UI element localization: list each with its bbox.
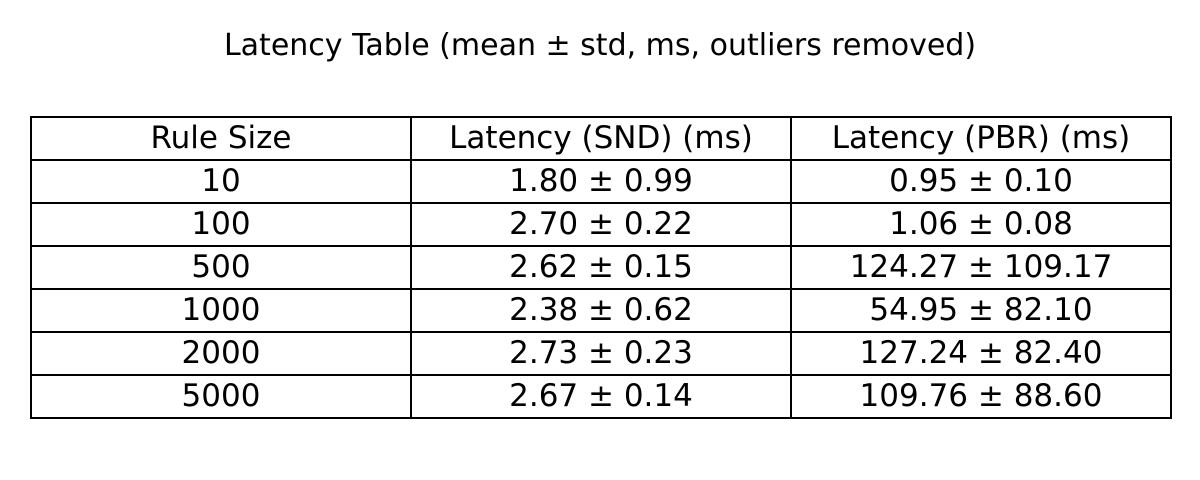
cell-latency-snd: 2.67 ± 0.14	[410, 374, 792, 419]
cell-latency-pbr: 0.95 ± 0.10	[790, 159, 1172, 204]
latency-table: Rule Size Latency (SND) (ms) Latency (PB…	[30, 116, 1172, 419]
cell-rule-size: 100	[30, 202, 412, 247]
cell-rule-size: 500	[30, 245, 412, 290]
cell-latency-snd: 2.73 ± 0.23	[410, 331, 792, 376]
table-row: 10 1.80 ± 0.99 0.95 ± 0.10	[30, 159, 1172, 204]
table-title: Latency Table (mean ± std, ms, outliers …	[223, 28, 977, 63]
cell-latency-pbr: 109.76 ± 88.60	[790, 374, 1172, 419]
column-header-latency-pbr: Latency (PBR) (ms)	[790, 116, 1172, 161]
cell-latency-pbr: 54.95 ± 82.10	[790, 288, 1172, 333]
cell-latency-snd: 2.70 ± 0.22	[410, 202, 792, 247]
column-header-latency-snd: Latency (SND) (ms)	[410, 116, 792, 161]
cell-rule-size: 2000	[30, 331, 412, 376]
table-row: 500 2.62 ± 0.15 124.27 ± 109.17	[30, 245, 1172, 290]
table-row: 2000 2.73 ± 0.23 127.24 ± 82.40	[30, 331, 1172, 376]
table-row: 100 2.70 ± 0.22 1.06 ± 0.08	[30, 202, 1172, 247]
cell-latency-pbr: 124.27 ± 109.17	[790, 245, 1172, 290]
table-row: 5000 2.67 ± 0.14 109.76 ± 88.60	[30, 374, 1172, 419]
table-row: 1000 2.38 ± 0.62 54.95 ± 82.10	[30, 288, 1172, 333]
header-row: Rule Size Latency (SND) (ms) Latency (PB…	[30, 116, 1172, 161]
cell-latency-snd: 2.38 ± 0.62	[410, 288, 792, 333]
cell-latency-pbr: 127.24 ± 82.40	[790, 331, 1172, 376]
cell-rule-size: 5000	[30, 374, 412, 419]
cell-rule-size: 1000	[30, 288, 412, 333]
cell-latency-pbr: 1.06 ± 0.08	[790, 202, 1172, 247]
cell-latency-snd: 1.80 ± 0.99	[410, 159, 792, 204]
column-header-rule-size: Rule Size	[30, 116, 412, 161]
cell-latency-snd: 2.62 ± 0.15	[410, 245, 792, 290]
cell-rule-size: 10	[30, 159, 412, 204]
